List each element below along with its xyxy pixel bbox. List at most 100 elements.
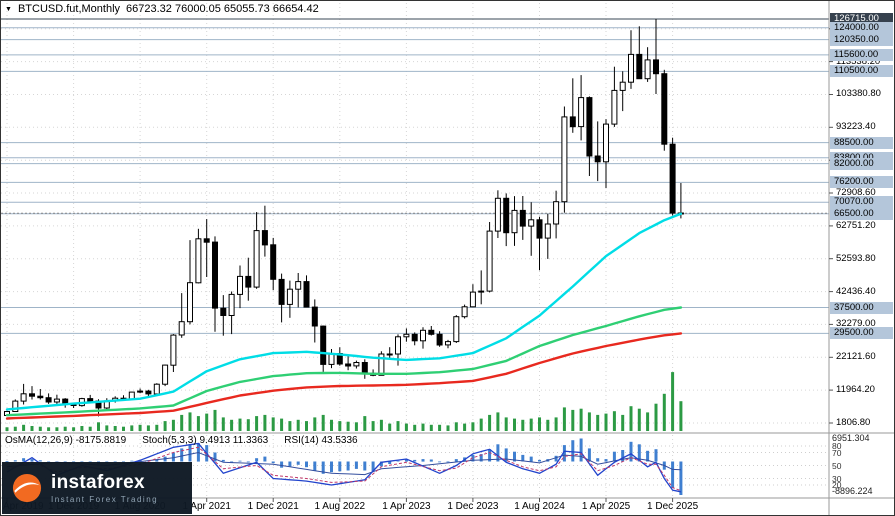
volume-bar [255, 416, 259, 431]
candle-body-down [203, 238, 210, 243]
candle-body-up [603, 123, 609, 163]
volume-bar [471, 422, 475, 431]
osma-bar [496, 444, 500, 462]
volume-bar [504, 417, 508, 431]
osma-bar [171, 452, 175, 462]
osma-bar [521, 454, 525, 462]
candle-body-down [436, 333, 443, 346]
time-axis-label: 1 Apr 2025 [581, 501, 631, 512]
volume-bar [155, 424, 159, 431]
candle-body-up [228, 293, 235, 316]
osma-bar [296, 461, 300, 465]
volume-bar [388, 423, 392, 431]
price-level-badge: 110500.00 [830, 65, 893, 78]
volume-bar [130, 425, 134, 431]
volume-bar [30, 426, 34, 431]
volume-bar [463, 423, 467, 431]
price-axis-label: 72908.60 [836, 187, 876, 199]
price-axis-label: 32279.00 [836, 318, 876, 330]
volume-bar [22, 424, 26, 431]
candle-body-up [187, 282, 193, 323]
candle-body-down [636, 53, 643, 80]
volume-bar [338, 421, 342, 431]
osma-bar [388, 461, 392, 464]
osma-bar [488, 449, 492, 462]
volume-bar [354, 422, 358, 431]
volume-bar [196, 416, 200, 431]
volume-bar [246, 419, 250, 431]
osma-bar [38, 460, 42, 462]
volume-bar [13, 426, 17, 431]
candle-body-down [29, 393, 35, 397]
osma-bar [421, 459, 425, 462]
logo-swoosh [14, 482, 40, 493]
volume-bar [188, 412, 192, 431]
candle-body-up [544, 223, 551, 239]
volume-bar [546, 419, 550, 431]
volume-bar [296, 419, 300, 431]
candle-body-up [253, 230, 260, 288]
osma-bar [513, 451, 516, 462]
candle-body-up [178, 321, 185, 336]
osma-bar [330, 461, 333, 473]
osma-bar [5, 461, 9, 462]
candle-body-up [478, 290, 485, 293]
osma-bar [562, 445, 566, 462]
volume-bar [521, 419, 525, 431]
osma-bar [363, 461, 367, 471]
osma-bar [255, 458, 259, 462]
osma-bar [338, 461, 342, 472]
candle-body-up [395, 336, 401, 355]
candle-body-down [145, 390, 152, 395]
price-level-badge: 120350.00 [830, 33, 893, 46]
candle-body-up [162, 364, 169, 385]
osma-bar [504, 448, 508, 462]
volume-bar [612, 411, 616, 431]
osma-bar [288, 461, 292, 467]
volume-bar [429, 424, 433, 431]
candle-body-down [261, 230, 268, 246]
osma-bar [271, 461, 275, 464]
candle-body-up [20, 393, 27, 402]
osma-bar [30, 459, 34, 462]
brand-name: instaforex [51, 471, 145, 493]
price-level-badge: 124000.00 [830, 21, 893, 34]
volume-bar [538, 417, 541, 431]
volume-bar [221, 417, 225, 431]
candle-body-up [295, 281, 302, 290]
candle-body-down [320, 325, 327, 365]
volume-bar [438, 424, 442, 431]
candle-body-down [519, 209, 526, 227]
volume-bar [596, 414, 600, 431]
indicator-caption-row: OsMA(12,26,9) -8175.8819 Stoch(5,3,3) 9.… [5, 435, 358, 446]
osma-bar [238, 460, 242, 462]
osma-bar [454, 459, 458, 462]
price-axis-label: 52593.80 [836, 252, 876, 264]
osma-bar [22, 458, 26, 462]
volume-bar [554, 417, 558, 431]
ma-fast-cyan [5, 212, 683, 411]
time-axis-label: 1 Apr 2023 [382, 501, 431, 512]
symbol-dropdown-arrow-icon[interactable]: ▼ [5, 5, 12, 13]
candle-body-down [303, 281, 310, 308]
osma-bar [612, 451, 616, 462]
candle-body-up [453, 316, 460, 343]
osma-bar [538, 459, 541, 462]
osma-bar [679, 461, 683, 495]
volume-bar [263, 414, 267, 431]
candle-body-down [212, 241, 218, 309]
osma-bar [571, 440, 575, 462]
indicator-scale-min-label: -8896.224 [832, 486, 873, 496]
volume-bar [587, 412, 591, 431]
ma-mid-green [5, 306, 683, 417]
osma-bar [346, 461, 350, 471]
candle-body-down [411, 333, 418, 342]
price-axis[interactable]: 1806.80 11964.20 22121.60 32279.00 42436.40 5… [829, 1, 894, 515]
volume-bar [396, 421, 400, 431]
osma-bar [371, 461, 375, 472]
time-axis-label: 1 Dec 2021 [247, 501, 299, 512]
candle-body-up [153, 383, 160, 395]
volume-bar [479, 418, 483, 431]
volume-bar [180, 414, 184, 431]
